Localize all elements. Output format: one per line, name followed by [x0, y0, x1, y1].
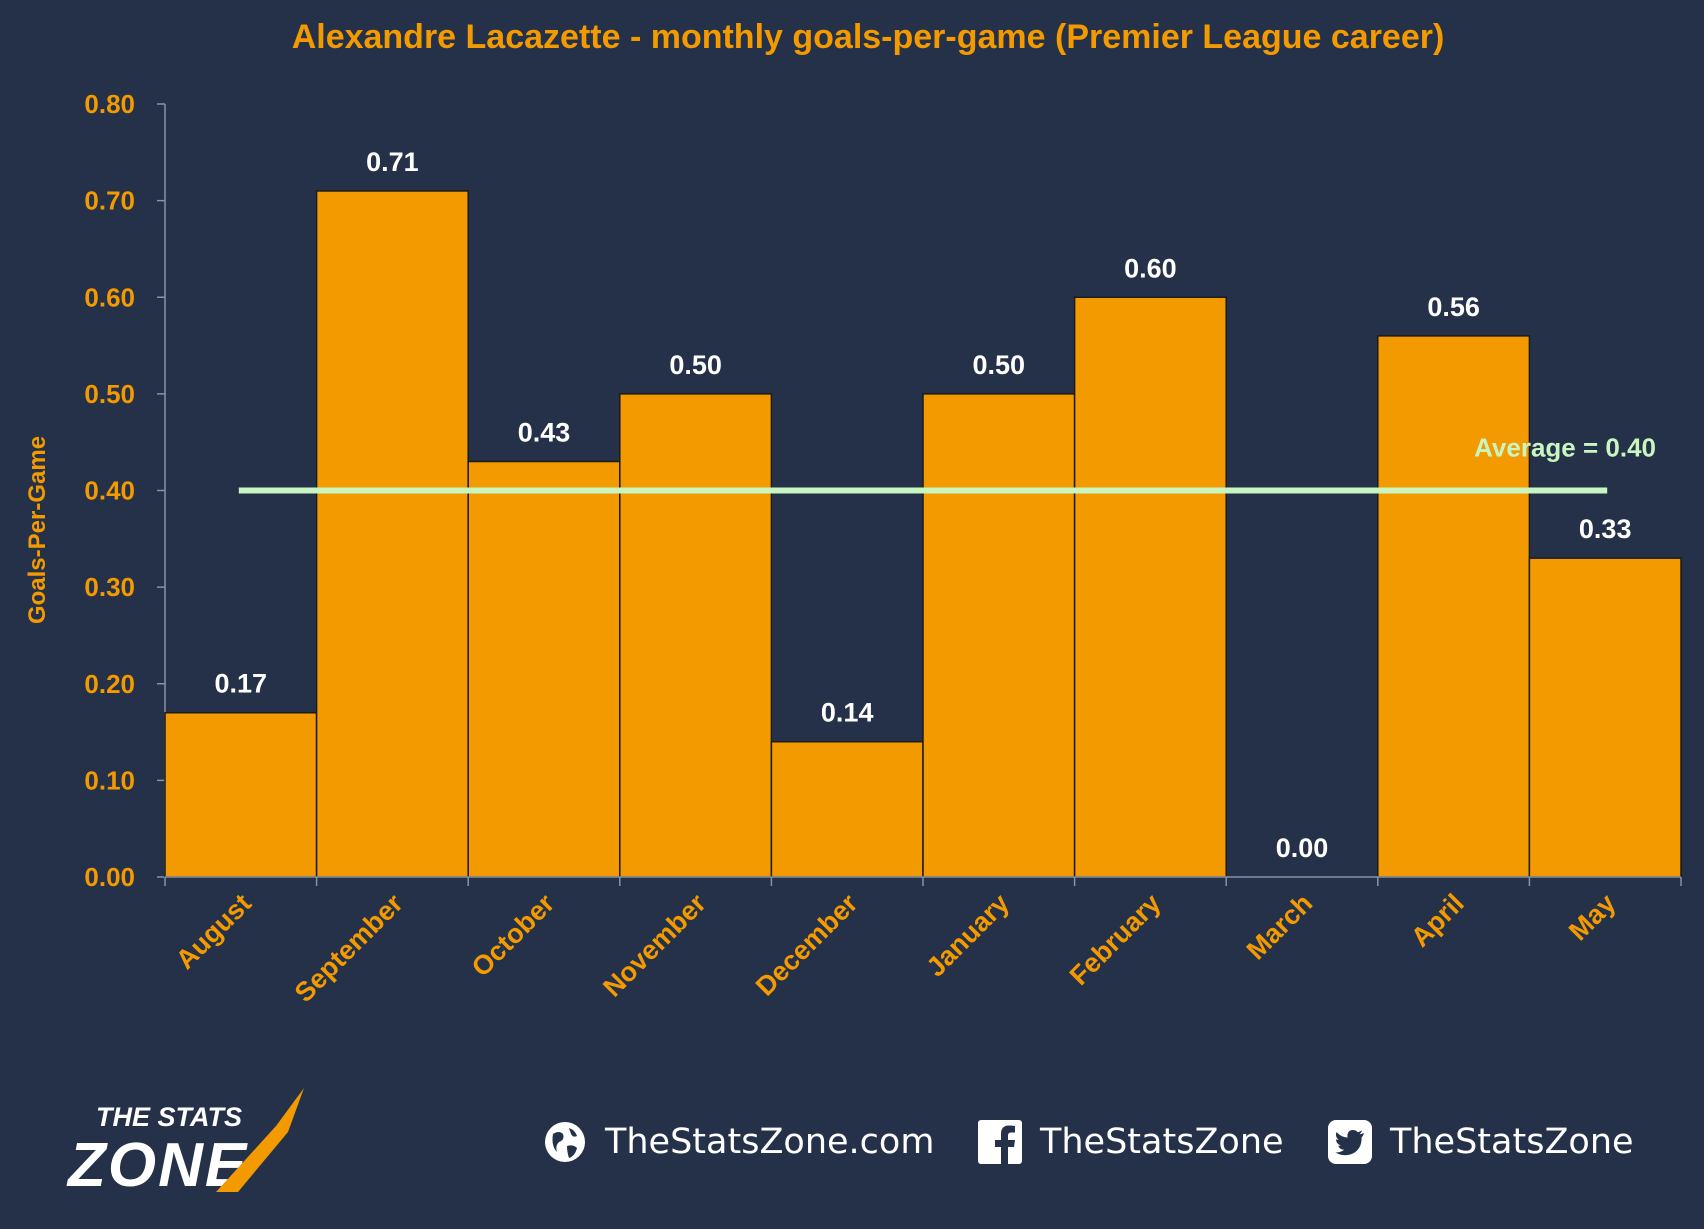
value-label: 0.33 — [1579, 514, 1632, 544]
website-link[interactable]: TheStatsZone.com — [543, 1112, 934, 1172]
x-tick-label: January — [921, 888, 1015, 982]
average-group: Average = 0.40 — [238, 433, 1656, 494]
bar-february — [1073, 296, 1227, 878]
x-tick-label: February — [1064, 888, 1167, 991]
y-tick-label: 0.80 — [84, 89, 135, 119]
bar-april — [1377, 335, 1531, 878]
x-tick-label: April — [1405, 888, 1470, 953]
bar-october — [467, 460, 621, 878]
x-tick-label: September — [289, 888, 409, 1008]
facebook-icon — [978, 1120, 1022, 1164]
y-tick-label: 0.20 — [84, 669, 135, 699]
globe-icon — [545, 1122, 585, 1162]
chart-title: Alexandre Lacazette - monthly goals-per-… — [292, 18, 1445, 56]
brand-bottom-text: ZONE — [66, 1131, 248, 1196]
y-tick-label: 0.70 — [84, 186, 135, 216]
value-label: 0.50 — [973, 350, 1026, 380]
value-label: 0.00 — [1276, 833, 1329, 863]
x-tick-label: December — [750, 888, 864, 1002]
y-tick-label: 0.30 — [84, 572, 135, 602]
footer: THE STATS ZONE TheStatsZone.com TheStats… — [0, 1046, 1704, 1229]
y-axis-label: Goals-Per-Game — [24, 436, 51, 624]
value-label: 0.43 — [518, 418, 571, 448]
bar-november — [619, 393, 773, 878]
value-label: 0.71 — [366, 147, 419, 177]
twitter-icon — [1328, 1120, 1372, 1164]
facebook-text: TheStatsZone — [1040, 1122, 1284, 1162]
x-tick-label: August — [170, 888, 257, 975]
y-tick-label: 0.10 — [84, 765, 135, 795]
value-label: 0.56 — [1427, 292, 1480, 322]
x-tick-label: March — [1241, 888, 1318, 965]
bar-december — [770, 740, 924, 878]
x-tick-label: November — [597, 888, 712, 1003]
y-tick-label: 0.50 — [84, 379, 135, 409]
bar-january — [922, 393, 1076, 878]
y-tick-label: 0.40 — [84, 476, 135, 506]
bar-may — [1528, 557, 1682, 878]
y-tick-label: 0.00 — [84, 862, 135, 892]
facebook-link[interactable]: TheStatsZone — [978, 1112, 1284, 1172]
average-label: Average = 0.40 — [1474, 433, 1656, 463]
x-tick-label: May — [1563, 888, 1621, 946]
value-label: 0.17 — [215, 669, 268, 699]
x-tick-label: October — [466, 888, 561, 983]
website-text: TheStatsZone.com — [605, 1122, 935, 1162]
twitter-link[interactable]: TheStatsZone — [1328, 1112, 1634, 1172]
y-axis: 0.00 0.10 0.20 0.30 0.40 0.50 0.60 0.70 0.80 — [84, 89, 166, 892]
value-label: 0.60 — [1124, 253, 1177, 283]
bar-september — [315, 190, 469, 878]
brand-top-text: THE STATS — [96, 1102, 242, 1132]
y-tick-label: 0.60 — [84, 282, 135, 312]
twitter-text: TheStatsZone — [1390, 1122, 1634, 1162]
bars-group: 0.17 0.71 0.43 0.50 0.14 0.50 0.60 0.00 0.56 0.33 — [164, 147, 1682, 878]
value-label: 0.50 — [669, 350, 722, 380]
x-axis: August September October November December Ja… — [164, 876, 1682, 1008]
bar-chart: Alexandre Lacazette - monthly goals-per-… — [24, 18, 1682, 1008]
value-label: 0.14 — [821, 698, 874, 728]
bar-august — [164, 711, 318, 878]
the-stats-zone-logo: THE STATS ZONE — [66, 1088, 304, 1196]
